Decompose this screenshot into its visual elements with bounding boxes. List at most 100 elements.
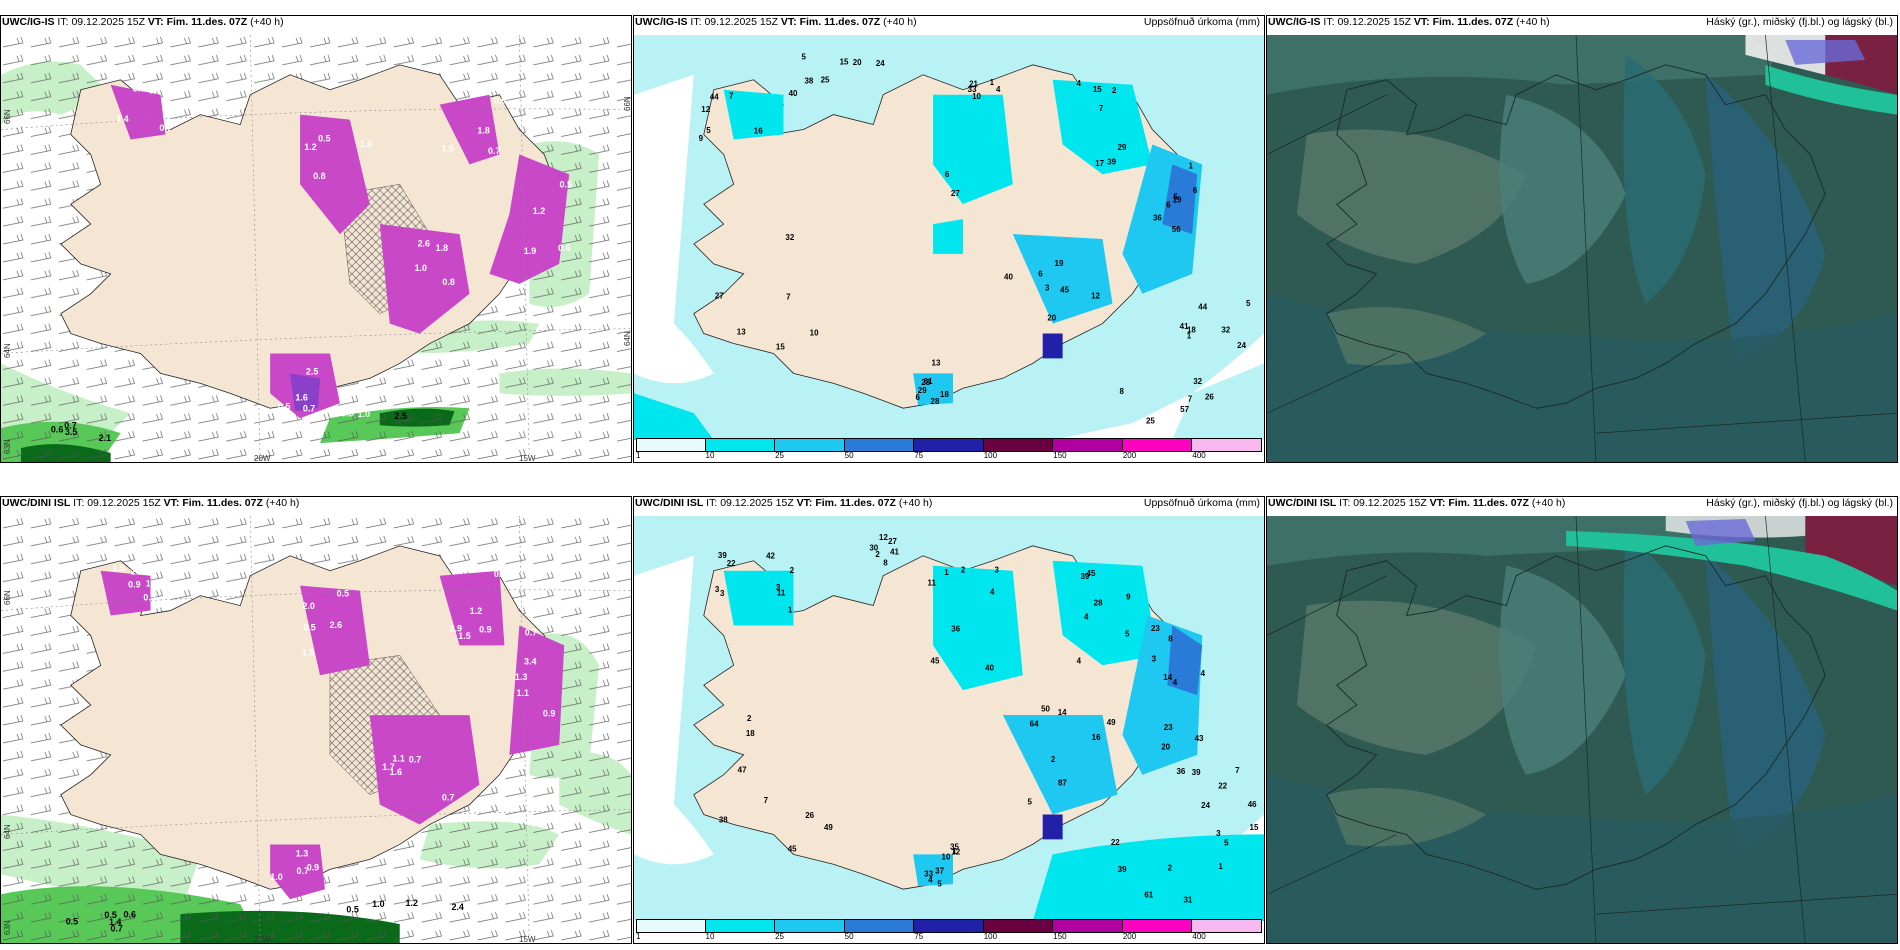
value-label: 5 [937,880,942,889]
value-label: 47 [738,765,747,774]
colorbar-seg [1122,919,1193,933]
value-label: 5 [1224,839,1229,848]
value-label: 0.6 [494,569,506,579]
it-value: 09.12.2025 15Z [71,16,145,28]
panel-title: Uppsöfnuð úrkoma (mm) [1143,497,1260,509]
value-label: 38 [719,815,728,824]
value-label: 2 [790,566,795,575]
value-label: 11 [777,589,786,598]
value-label: 2.9 [450,623,462,633]
it-label: IT: [690,16,702,28]
value-label: 1.3 [515,672,527,682]
value-label: 4 [1173,678,1178,687]
value-label: 16 [1092,733,1101,742]
value-label: 3 [720,589,725,598]
value-label: 2 [875,550,880,559]
graticule [1267,516,1897,943]
model-name: UWC/DINI ISL [1268,497,1337,509]
colorbar: 1 10 25 50 75 100 150 200 400 [636,438,1262,460]
value-label: 0.5 [278,401,290,411]
value-label: 39 [718,551,727,560]
value-label: 3.4 [524,657,536,667]
value-label: 17 [1095,159,1104,168]
it-value: 09.12.2025 15Z [720,497,794,509]
colorbar-seg [775,438,845,452]
value-label: 2 [1112,86,1117,95]
value-label: 27 [951,189,960,198]
value-label: 36 [951,625,960,634]
value-label: 45 [931,656,940,665]
value-label: 2.2 [131,566,143,576]
precip-value-labels: 0.50.50.60.90.71.30.51.20.92.6 2.91.31.60… [66,563,556,933]
value-label: 27 [888,537,897,546]
it-label: IT: [706,497,718,509]
value-label: 1.5 [458,631,470,641]
value-label: 36 [1153,213,1162,222]
map-plot: 0.5 0.5 0.6 0.9 0.7 1.3 0.5 1.2 0.9 2.6 2.9 1.3 1.6 0… [1,516,631,943]
axis-label-15w: 15W [519,935,536,944]
vt-label: VT: [163,497,180,509]
value-label: 10 [942,852,951,861]
lead-time: (+40 h) [265,497,300,509]
panel-dini-clouds: UWC/DINI ISL IT: 09.12.2025 15Z VT: Fim.… [1266,496,1898,944]
it-label: IT: [57,16,69,28]
value-label: 1.8 [436,243,448,253]
axis-label-66n: 66N [3,590,12,605]
value-label: 14 [1163,673,1172,682]
graticule [1,35,631,462]
value-label: 5 [1173,192,1178,201]
value-label: 6 [1193,186,1198,195]
value-label: 0.8 [442,277,454,287]
value-label: 1.0 [358,409,370,419]
value-label: 1.6 [390,767,402,777]
value-label: 10 [972,92,981,101]
value-label: 8 [1168,635,1173,644]
panel-dini-precip-wind: UWC/DINI ISL IT: 09.12.2025 15Z VT: Fim.… [0,496,632,944]
value-label: 49 [1107,718,1116,727]
precip-wind-map: 0.7 1.2 0.9 1.2 1.8 0.5 0.7 2.5 1.4 0.5 1.5 1.9 2.6 2… [1,35,631,462]
panel-header: UWC/DINI ISL IT: 09.12.2025 15Z VT: Fim.… [1268,494,1893,513]
panel-title: Háský (gr.), miðský (fj.bl.) og lágský (… [1706,497,1893,509]
value-label: 3 [1152,655,1157,664]
value-label: 40 [789,89,798,98]
vt-value: Fim. 11.des. 07Z [1448,497,1529,509]
value-label: 4 [928,876,933,885]
value-label: 39 [1107,157,1116,166]
it-value: 09.12.2025 15Z [704,16,778,28]
value-label: 40 [1004,273,1013,282]
accum-precip-map: 1134455322133645231433363812313940288163… [634,516,1264,921]
value-label: 39 [1118,865,1127,874]
value-label: 0.7 [297,866,309,876]
panel-igis-clouds: UWC/IG-IS IT: 09.12.2025 15Z VT: Fim. 11… [1266,15,1898,463]
value-label: 0.7 [303,404,315,414]
value-label: 7 [1188,394,1193,403]
map-plot [1267,516,1897,943]
colorbar-seg [1053,919,1123,933]
value-label: 30 [869,543,878,552]
lead-time: (+40 h) [1531,497,1566,509]
value-label: 28 [1094,598,1103,607]
value-label: 3.5 [65,427,77,437]
value-label: 3 [715,585,720,594]
lead-time: (+40 h) [250,16,284,28]
value-label: 1.2 [533,206,545,216]
axis-label-right-66n: 66N [623,96,632,111]
colorbar-tick: 25 [775,932,784,941]
value-label: 2.6 [418,239,430,249]
panel-header: UWC/IG-IS IT: 09.12.2025 15Z VT: Fim. 11… [1268,13,1893,32]
value-label: 0.7 [442,793,454,803]
value-label: 15 [840,58,849,67]
value-label: 7 [786,292,791,301]
axis-label-64n: 64N [3,824,12,839]
value-label: 0.9 [543,709,555,719]
colorbar-tick: 400 [1192,451,1206,460]
value-label: 24 [1201,801,1210,810]
it-label: IT: [1339,497,1351,509]
value-label: 5 [1027,797,1032,806]
value-label: 15 [1093,85,1102,94]
colorbar-tick: 75 [914,451,924,460]
colorbar-tick: 50 [844,451,854,460]
vt-label: VT: [780,16,797,28]
axis-label-right-64n: 64N [623,331,632,346]
value-label: 0.9 [479,624,491,634]
